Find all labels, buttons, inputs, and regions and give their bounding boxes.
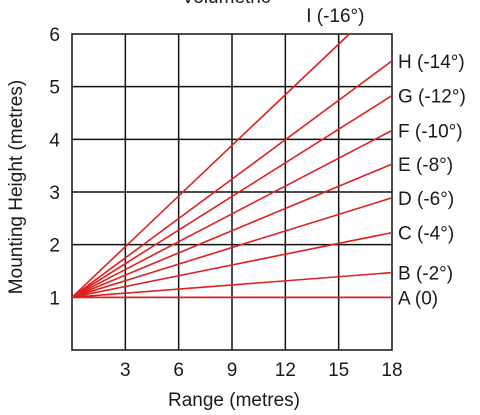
x-tick-label: 3 xyxy=(120,360,131,381)
x-tick-label: 9 xyxy=(227,360,238,381)
series-label: D (-6°) xyxy=(398,189,454,210)
series-line xyxy=(71,231,393,299)
series-line xyxy=(71,197,393,299)
y-tick-label: 5 xyxy=(49,78,60,99)
series-label: A (0) xyxy=(398,288,438,309)
series-label: F (-10°) xyxy=(398,121,463,142)
series-label: C (-4°) xyxy=(398,224,454,245)
x-tick-label: 18 xyxy=(381,360,402,381)
chart-title: Volumetric xyxy=(182,0,271,8)
series-label: E (-8°) xyxy=(398,155,453,176)
series-label: H (-14°) xyxy=(398,52,465,73)
series-labels: A (0) B (-2°) C (-4°) D (-6°) E (-8°) F (-10°… xyxy=(306,6,466,309)
x-axis-label: Range (metres) xyxy=(168,390,300,411)
series-line xyxy=(71,94,393,298)
x-tick-label: 6 xyxy=(173,360,184,381)
series-label: I (-16°) xyxy=(306,6,364,27)
series-line xyxy=(71,163,393,299)
series-line xyxy=(71,33,350,298)
y-axis-ticks: 1 2 3 4 5 6 xyxy=(49,25,60,309)
y-tick-label: 1 xyxy=(49,288,60,309)
y-tick-label: 6 xyxy=(49,25,60,46)
series-line xyxy=(71,271,393,299)
x-tick-label: 15 xyxy=(328,360,349,381)
y-tick-label: 2 xyxy=(49,236,60,257)
x-tick-label: 12 xyxy=(275,360,296,381)
y-tick-label: 4 xyxy=(49,130,60,151)
x-axis-ticks: 3 6 9 12 15 18 xyxy=(120,360,403,381)
series-lines xyxy=(71,33,393,299)
series-label: B (-2°) xyxy=(398,264,453,285)
y-axis-label: Mounting Height (metres) xyxy=(6,80,27,294)
series-line xyxy=(71,60,393,298)
series-line xyxy=(71,129,393,299)
chart-grid xyxy=(71,33,393,351)
y-tick-label: 3 xyxy=(49,183,60,204)
series-label: G (-12°) xyxy=(398,87,466,108)
